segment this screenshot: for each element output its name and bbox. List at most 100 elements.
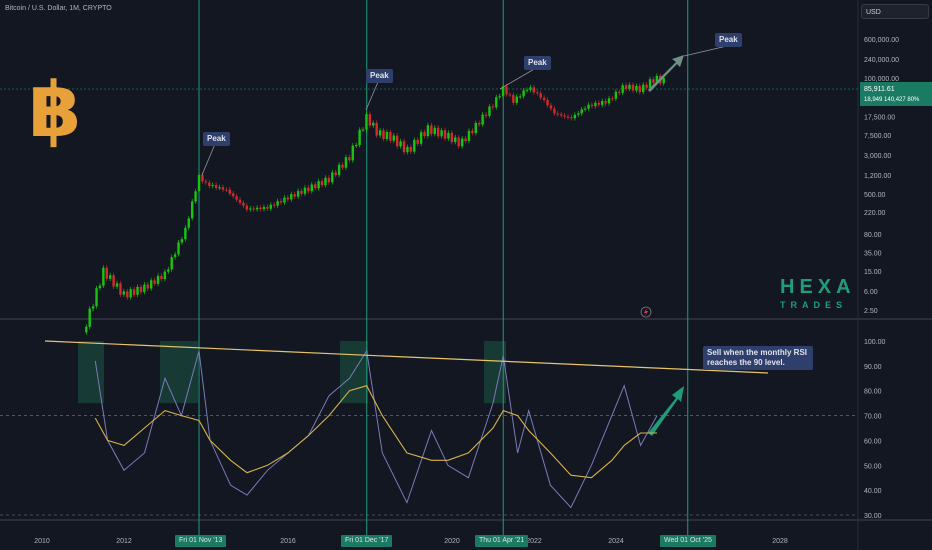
candle-body — [542, 97, 546, 100]
bitcoin-logo: ฿ — [29, 65, 82, 154]
candle-body — [129, 289, 132, 298]
candle-body — [95, 288, 98, 307]
candle-body — [266, 206, 269, 209]
rsi-peak-zone — [484, 341, 506, 404]
candle-body — [457, 137, 460, 147]
rsi-tick-label: 80.00 — [864, 389, 882, 396]
price-tick-label: 100,000.00 — [864, 76, 899, 83]
candle-body — [508, 94, 512, 96]
candle-body — [563, 115, 566, 117]
year-tick-label: 2024 — [608, 538, 624, 545]
candle-body — [546, 99, 549, 106]
candle-body — [351, 145, 354, 161]
peak-leader-line — [365, 81, 379, 111]
candle-body — [580, 109, 583, 114]
candle-body — [638, 86, 641, 93]
candle-body — [341, 164, 344, 168]
peak-label-2013: Peak — [203, 132, 230, 146]
candle-body — [570, 117, 573, 119]
candle-body — [102, 267, 105, 286]
candle-body — [296, 190, 300, 197]
candle-body — [88, 308, 91, 327]
candle-body — [385, 131, 389, 139]
candle-body — [477, 122, 481, 125]
candle-body — [611, 98, 614, 100]
candle-body — [600, 100, 604, 105]
price-candles — [85, 73, 665, 335]
candle-body — [276, 201, 279, 206]
candle-body — [559, 114, 563, 116]
candle-body — [577, 113, 580, 115]
candle-body — [501, 86, 505, 97]
candle-body — [194, 191, 197, 202]
candle-body — [607, 98, 611, 104]
candle-body — [204, 181, 208, 183]
candle-body — [652, 79, 655, 83]
candle-body — [337, 164, 341, 176]
candle-body — [402, 141, 406, 153]
rsi-trend-line — [44, 340, 769, 374]
candle-body — [443, 130, 447, 139]
candle-body — [536, 92, 539, 94]
currency-selector[interactable]: USD — [861, 4, 929, 19]
peak-leader-line — [201, 143, 216, 176]
rsi-tick-label: 40.00 — [864, 488, 882, 495]
candle-body — [211, 184, 214, 186]
candle-body — [614, 91, 618, 99]
candle-body — [597, 102, 600, 105]
candle-body — [173, 254, 177, 258]
candle-body — [440, 130, 443, 137]
candle-body — [399, 141, 402, 147]
candle-body — [156, 275, 160, 284]
candle-body — [324, 177, 327, 186]
candle-body — [498, 96, 501, 98]
brand-word-1: HEXA — [780, 276, 856, 298]
candle-body — [395, 135, 399, 147]
candle-body — [218, 187, 221, 189]
candle-body — [618, 91, 621, 93]
price-tick-label: 500.00 — [864, 192, 886, 199]
candle-body — [300, 190, 303, 194]
candle-body — [409, 147, 413, 152]
rsi-peak-zone — [78, 341, 104, 404]
candle-body — [262, 206, 266, 210]
year-tick-label: 2022 — [526, 538, 542, 545]
candle-body — [201, 174, 204, 182]
candle-body — [539, 93, 542, 98]
cycle-marker-label: Fri 01 Dec '17 — [341, 535, 393, 547]
candle-body — [484, 114, 488, 116]
price-tick-label: 7,500.00 — [864, 133, 891, 140]
price-tick-label: 17,500.00 — [864, 114, 895, 121]
candle-body — [515, 96, 518, 103]
candle-body — [413, 139, 416, 152]
candle-body — [286, 197, 290, 200]
candle-body — [635, 86, 638, 91]
brand-word-2: TRADES — [780, 300, 848, 310]
candle-body — [108, 275, 112, 279]
rsi-tick-label: 100.00 — [864, 339, 886, 346]
candle-body — [184, 227, 187, 240]
candle-body — [208, 182, 211, 186]
price-tick-label: 35.00 — [864, 250, 882, 257]
candle-body — [310, 184, 313, 192]
candle-body — [303, 187, 307, 194]
candle-body — [436, 127, 440, 137]
candle-body — [419, 132, 423, 144]
candle-body — [549, 105, 553, 109]
candle-body — [255, 207, 259, 210]
candle-body — [214, 184, 218, 188]
candle-body — [197, 174, 201, 192]
lightning-bolt-icon — [644, 308, 648, 316]
year-tick-label: 2016 — [280, 538, 296, 545]
candle-body — [221, 187, 225, 190]
candle-body — [628, 84, 631, 89]
candle-body — [447, 132, 450, 139]
price-tick-label: 1,200.00 — [864, 173, 891, 180]
candle-body — [361, 129, 365, 131]
year-tick-label: 2010 — [34, 538, 50, 545]
candle-body — [624, 85, 628, 89]
candle-body — [645, 84, 648, 88]
current-price-detail: 18,949 140,427 80% — [864, 97, 920, 103]
candle-body — [272, 204, 276, 206]
